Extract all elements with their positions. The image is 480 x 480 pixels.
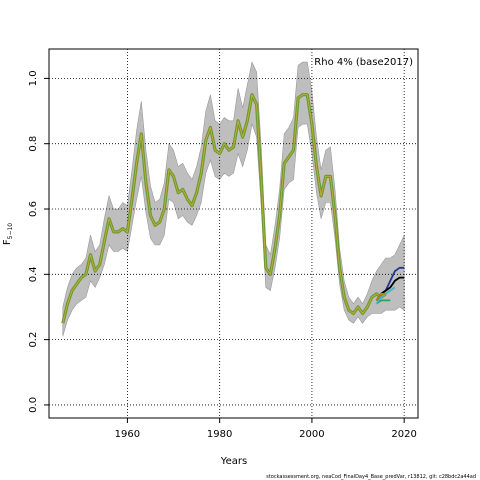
x-axis-title: Years xyxy=(220,456,247,467)
y-tick-label: 0.6 xyxy=(28,201,39,217)
y-tick-label: 0.2 xyxy=(28,332,39,348)
footer-source-text: stockassessment.org, neaCod_FinalDay4_Ba… xyxy=(266,474,476,480)
y-tick-label: 0.0 xyxy=(28,397,39,413)
x-tick-label: 2020 xyxy=(391,429,416,440)
series-line-retro xyxy=(375,299,391,305)
y-tick-label: 0.8 xyxy=(28,136,39,152)
confidence-band xyxy=(62,61,405,337)
axis-layer: 1960 1980 2000 2020 0.0 0.2 0.4 0.6 0.8 1.0 xyxy=(28,70,417,440)
y-axis-title-base: F xyxy=(2,239,13,245)
legend-entry: Rho 4% (base2017) xyxy=(314,57,413,68)
x-tick-label: 2000 xyxy=(299,429,324,440)
y-axis-title: F5−10 xyxy=(2,223,14,245)
plot-frame xyxy=(48,48,419,419)
x-tick-label: 1980 xyxy=(207,429,232,440)
y-tick-label: 0.4 xyxy=(28,266,39,282)
y-axis-title-subscript: 5−10 xyxy=(7,223,14,240)
series-line-retro xyxy=(375,292,386,301)
x-tick-label: 1960 xyxy=(115,429,140,440)
y-tick-label: 1.0 xyxy=(28,70,39,86)
series-line-main-overlay xyxy=(62,94,386,324)
series-line-layer xyxy=(61,93,405,324)
confidence-band-layer xyxy=(62,61,405,337)
